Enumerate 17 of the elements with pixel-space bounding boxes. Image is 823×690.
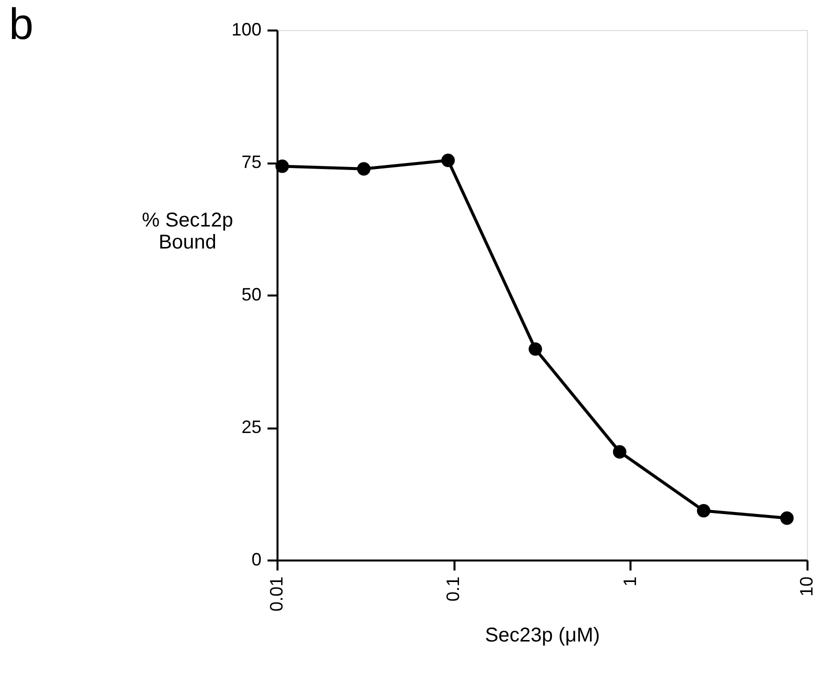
y-tick-label: 100 (231, 20, 262, 40)
y-tick-label: 25 (241, 417, 262, 437)
point (528, 342, 542, 356)
y-axis-title: % Sec12p Bound (142, 210, 234, 254)
point (780, 511, 794, 525)
point (275, 160, 289, 173)
point (696, 504, 710, 518)
y-tick-label: 50 (241, 284, 262, 304)
x-axis-title: Sec23p (μM) (485, 624, 600, 647)
x-tick-label: 0.01 (266, 576, 286, 612)
y-tick-label: 0 (251, 550, 262, 570)
point (612, 445, 626, 459)
text: b (9, 0, 34, 49)
x-tick-label: 0.1 (443, 576, 464, 602)
x-tick-label: 10 (796, 576, 816, 597)
y-tick-label: 75 (241, 152, 262, 172)
x-tick-label: 1 (620, 576, 640, 587)
